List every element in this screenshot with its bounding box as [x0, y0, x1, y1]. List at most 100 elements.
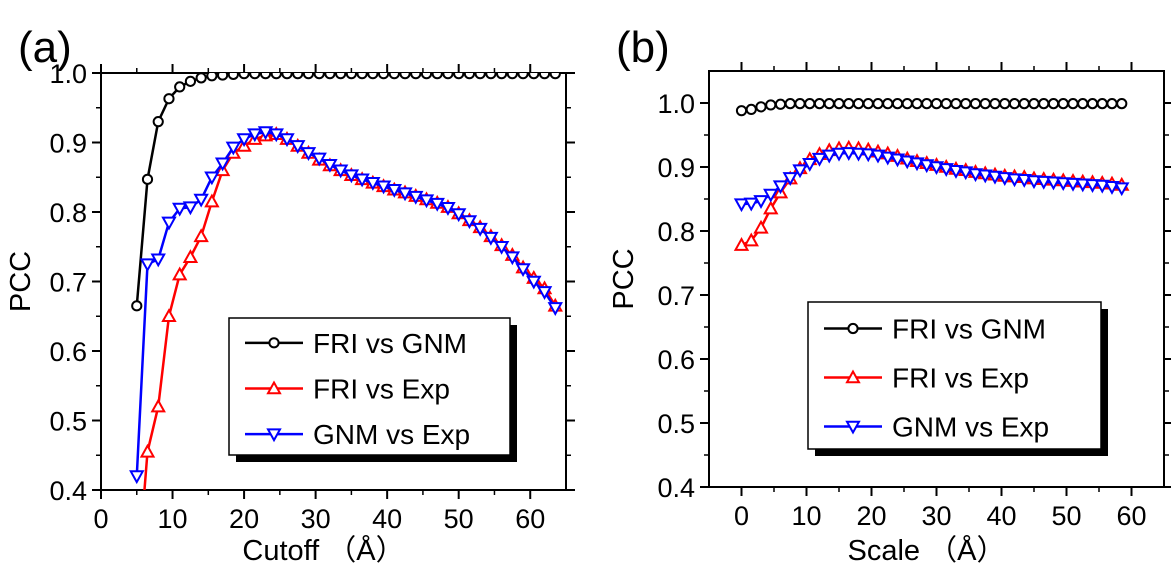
data-point — [150, 398, 166, 413]
x-axis-label: Cutoff （Å） — [242, 534, 404, 567]
data-point — [1084, 179, 1101, 193]
legend-label: FRI vs GNM — [313, 328, 467, 359]
data-point — [763, 188, 779, 203]
data-point — [784, 98, 796, 110]
data-point — [139, 443, 156, 458]
data-point — [967, 168, 984, 183]
data-point — [919, 159, 935, 174]
x-tick-label: 50 — [444, 504, 474, 534]
data-point — [410, 73, 422, 80]
data-point — [1047, 98, 1060, 110]
data-point — [474, 73, 486, 80]
data-point — [397, 187, 413, 202]
data-point — [938, 163, 954, 177]
data-point — [496, 73, 508, 80]
data-point — [493, 240, 510, 255]
data-point — [1086, 98, 1099, 110]
y-tick-label: 0.8 — [657, 217, 695, 247]
data-point — [804, 98, 816, 110]
data-point — [763, 200, 779, 215]
data-point — [343, 169, 360, 184]
data-point — [193, 228, 209, 243]
data-point — [862, 98, 874, 110]
y-tick-label: 1.0 — [657, 89, 695, 119]
data-point — [870, 149, 886, 164]
y-tick-label: 0.7 — [657, 281, 695, 311]
data-point — [745, 103, 757, 116]
legend-label: FRI vs Exp — [313, 374, 450, 405]
data-point — [850, 147, 867, 162]
data-point — [794, 98, 806, 110]
data-point — [420, 73, 433, 80]
data-point — [528, 73, 540, 80]
panel-b-chart: (b) 0 10 20 30 40 50 60 0.4 0.5 0.6 0.7 0.8 0.9 1.0 Sca… — [608, 23, 1171, 567]
data-point — [506, 73, 518, 80]
x-tick-label: 10 — [158, 504, 188, 534]
data-point — [440, 202, 456, 216]
data-point — [911, 98, 923, 110]
data-point — [182, 201, 199, 216]
legend-marker — [268, 337, 280, 349]
data-point — [1028, 98, 1040, 110]
data-point — [281, 73, 293, 80]
legend-label: GNM vs Exp — [892, 412, 1049, 443]
data-point — [538, 73, 551, 80]
data-point — [236, 133, 252, 148]
x-tick-label: 40 — [372, 504, 402, 534]
data-point — [526, 275, 542, 290]
data-point — [891, 98, 904, 110]
data-point — [909, 157, 925, 172]
data-point — [733, 237, 750, 251]
data-point — [429, 197, 445, 212]
data-point — [300, 147, 317, 161]
data-point — [843, 98, 855, 110]
data-point — [517, 73, 529, 80]
data-point — [313, 73, 325, 80]
data-point — [831, 147, 847, 162]
data-point — [958, 166, 974, 181]
data-point — [901, 98, 913, 110]
data-point — [1116, 98, 1128, 110]
x-tick-label: 0 — [734, 501, 749, 531]
data-point — [860, 148, 876, 163]
data-point — [1065, 177, 1081, 192]
data-point — [195, 73, 207, 84]
x-tick-label: 10 — [791, 501, 821, 531]
data-point — [131, 300, 143, 312]
data-point — [930, 98, 943, 110]
data-point — [852, 98, 865, 110]
data-point — [279, 133, 295, 148]
data-point — [257, 126, 274, 141]
legend-label: FRI vs Exp — [892, 363, 1029, 394]
data-point — [921, 98, 933, 110]
data-point — [743, 197, 759, 212]
data-point — [1038, 98, 1050, 110]
plot-area — [733, 98, 1130, 251]
data-point — [1094, 179, 1110, 194]
data-point — [882, 98, 894, 110]
legend-marker — [845, 369, 861, 384]
data-point — [238, 73, 250, 80]
data-point — [225, 141, 242, 156]
data-point — [311, 152, 327, 167]
legend-marker — [266, 428, 282, 443]
y-tick-label: 0.9 — [49, 129, 87, 159]
data-point — [259, 73, 272, 80]
legend-marker — [266, 380, 282, 395]
data-point — [1104, 181, 1120, 195]
data-point — [302, 73, 315, 80]
data-point — [139, 258, 156, 273]
data-point — [1045, 176, 1062, 191]
data-point — [227, 73, 239, 80]
x-tick-label: 30 — [301, 504, 331, 534]
data-point — [206, 73, 218, 82]
data-point — [161, 216, 177, 231]
x-tick-label: 20 — [229, 504, 259, 534]
data-point — [1096, 98, 1108, 110]
legend-marker — [845, 420, 861, 435]
data-point — [354, 173, 370, 188]
panel-label: (b) — [616, 23, 670, 72]
data-point — [733, 198, 750, 213]
data-point — [969, 98, 982, 110]
data-point — [813, 98, 826, 110]
